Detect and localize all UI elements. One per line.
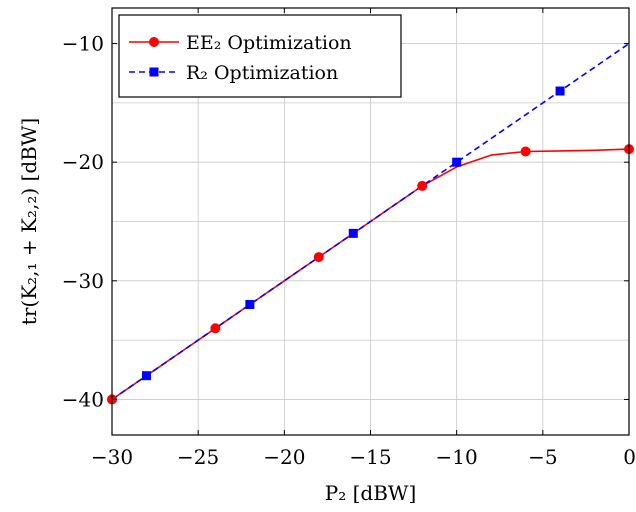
x-tick-label: −15: [349, 445, 391, 469]
data-point: [417, 180, 428, 191]
data-point: [520, 146, 531, 157]
x-tick-label: −5: [528, 445, 557, 469]
data-point: [245, 300, 255, 310]
x-axis-label: P₂ [dBW]: [325, 481, 417, 505]
y-tick-label: −40: [62, 387, 104, 411]
legend-label: R₂ Optimization: [186, 62, 338, 84]
data-point: [210, 323, 221, 334]
series-layer: [111, 42, 630, 401]
x-tick-label: −30: [91, 445, 133, 469]
legend-swatch-marker: [149, 37, 159, 47]
legend-box: [118, 14, 402, 98]
x-tick-label: 0: [623, 445, 636, 469]
data-point: [348, 228, 358, 238]
y-axis-label: tr(K₂,₁ + K₂,₂) [dBW]: [17, 118, 41, 325]
legend-label: EE₂ Optimization: [186, 32, 352, 54]
data-point: [141, 371, 151, 381]
data-point: [313, 252, 324, 263]
y-tick-label: −30: [62, 269, 104, 293]
legend: EE₂ Optimization R₂ Optimization: [118, 14, 402, 98]
ticks: −30 −25 −20 −15 −10 −5 0 −40 −30 −20 −10: [62, 8, 636, 469]
x-tick-label: −25: [177, 445, 219, 469]
series-line-1: [111, 42, 630, 401]
y-tick-label: −10: [62, 32, 104, 56]
x-tick-label: −10: [436, 445, 478, 469]
x-tick-label: −20: [263, 445, 305, 469]
y-tick-label: −20: [62, 150, 104, 174]
data-point: [555, 86, 565, 96]
data-point: [452, 157, 462, 167]
legend-swatch-marker: [149, 67, 159, 77]
